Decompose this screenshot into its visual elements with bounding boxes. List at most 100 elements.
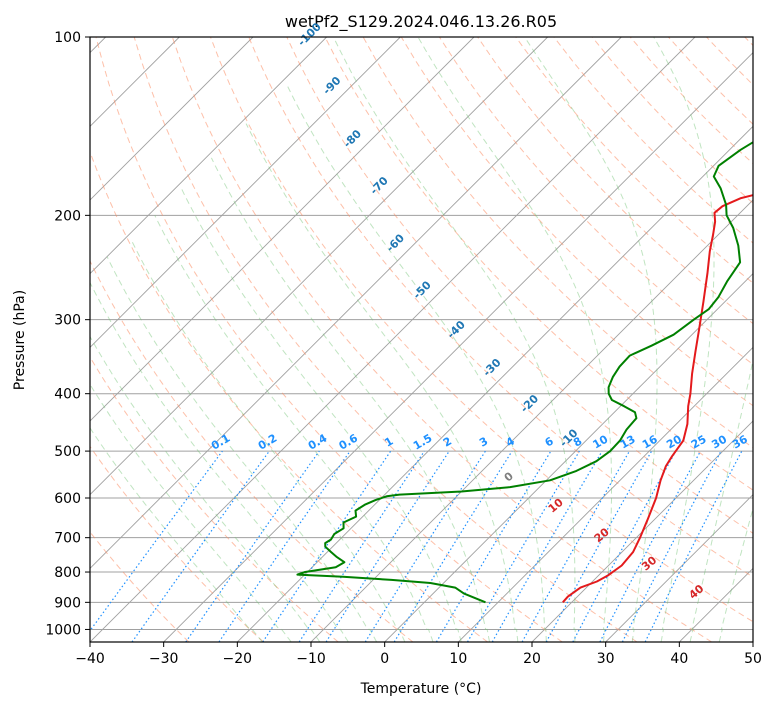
y-tick-label: 400 xyxy=(54,387,81,403)
dry-adiabat-label: -90 xyxy=(320,74,343,97)
y-tick-label: 800 xyxy=(54,565,81,581)
moist-adiabat-label: 40 xyxy=(686,582,706,602)
mixing-ratio-line xyxy=(435,450,552,642)
dry-adiabat-line xyxy=(95,37,563,642)
isotherm-line xyxy=(90,37,254,201)
moist-adiabat-line xyxy=(90,427,263,642)
x-tick-label: 20 xyxy=(523,651,541,667)
x-tick-label: 10 xyxy=(449,651,467,667)
x-tick-label: 30 xyxy=(597,651,615,667)
mixing-ratio-line xyxy=(393,450,513,642)
moist-adiabat-line xyxy=(106,256,378,642)
dry-adiabat-label: -50 xyxy=(411,278,434,301)
chart-title: wetPf2_S129.2024.046.13.26.R05 xyxy=(285,12,557,32)
mixing-ratio-line xyxy=(545,450,653,642)
dry-adiabat-line xyxy=(286,37,753,534)
x-tick-label: 40 xyxy=(670,651,688,667)
moist-adiabat-line xyxy=(130,239,406,642)
mixing-ratio-label: 20 xyxy=(664,432,684,451)
mixing-ratio-label: 30 xyxy=(709,432,729,451)
isotherm-line xyxy=(605,494,753,642)
mixing-ratio-label: 10 xyxy=(591,432,611,451)
isotherm-line xyxy=(90,37,401,348)
isotherm-line xyxy=(310,199,753,642)
x-axis-label: Temperature (°C) xyxy=(360,681,482,697)
y-tick-label: 700 xyxy=(54,531,81,547)
mixing-ratio-line xyxy=(90,450,223,632)
moist-adiabat-line xyxy=(90,281,349,642)
dry-adiabat-line xyxy=(248,37,753,578)
x-tick-label: −20 xyxy=(223,651,253,667)
x-tick-label: 50 xyxy=(744,651,762,667)
y-axis-label: Pressure (hPa) xyxy=(12,290,28,390)
mixing-ratio-label: 36 xyxy=(730,432,750,451)
moist-adiabat-line xyxy=(524,37,658,642)
isotherm-line xyxy=(90,37,622,569)
moist-adiabat-label: 0 xyxy=(502,469,516,484)
isotherm-line xyxy=(384,273,753,642)
mixing-ratio-label: 1 xyxy=(382,435,395,450)
isotherm-line xyxy=(679,567,753,642)
isotherm-line xyxy=(90,37,548,496)
axes: −40 −30 −20 −10 0 10 20 30 40 5010020030040050060… xyxy=(45,30,762,667)
isotherm-line xyxy=(90,37,696,642)
mixing-ratio-line xyxy=(262,450,392,642)
mixing-ratio-line xyxy=(644,450,743,642)
moist-adiabat-line xyxy=(245,123,519,642)
moist-adiabat-line xyxy=(689,358,753,642)
y-tick-label: 100 xyxy=(54,30,81,46)
dry-adiabat-label: -30 xyxy=(480,356,503,379)
dry-adiabat-line xyxy=(515,37,753,284)
x-tick-label: −10 xyxy=(296,651,326,667)
mixing-ratio-label: 0.1 xyxy=(209,432,232,453)
mixing-ratio-label: 0.4 xyxy=(306,431,330,452)
isotherm-line xyxy=(752,641,753,642)
dry-adiabat-label: -40 xyxy=(445,318,468,341)
moist-adiabat-label: 10 xyxy=(546,496,566,516)
dry-adiabat-line xyxy=(324,37,753,491)
dry-adiabat-line xyxy=(90,531,190,642)
dry-adiabat-line xyxy=(90,259,414,642)
sounding-series xyxy=(296,141,753,604)
mixing-ratio-line xyxy=(521,450,631,642)
moist-adiabat-line xyxy=(332,37,576,642)
line-labels: 0.1 0.2 0.4 0.6 1 1.5 2 3 4 6 8 10 13 16 20 25 30 36-100-… xyxy=(209,20,750,602)
dry-adiabat-line xyxy=(90,356,339,642)
moist-adiabat-line xyxy=(90,335,321,642)
temperature-line xyxy=(562,194,753,603)
mixing-ratio-line xyxy=(364,450,486,642)
y-tick-label: 200 xyxy=(54,208,81,224)
dry-adiabat-line xyxy=(668,37,753,125)
mixing-ratio-label: 13 xyxy=(618,433,638,452)
isotherm-line xyxy=(458,346,753,642)
mixing-ratio-label: 1.5 xyxy=(411,432,434,453)
moist-adiabat-line xyxy=(285,83,547,642)
plot-frame xyxy=(89,36,754,643)
moist-adiabat-line xyxy=(180,187,462,642)
dry-adiabat-line xyxy=(133,37,638,642)
mixing-ratio-label: 16 xyxy=(640,432,660,451)
moist-adiabat-line xyxy=(210,157,490,642)
mixing-ratio-line xyxy=(325,450,450,642)
mixing-ratio-line xyxy=(185,450,320,642)
dry-adiabat-line xyxy=(90,445,264,642)
isotherm-line xyxy=(90,37,327,275)
mixing-ratio-line xyxy=(572,450,677,642)
x-tick-label: 0 xyxy=(380,651,389,667)
isotherm-line xyxy=(90,37,475,422)
mixing-ratio-line xyxy=(218,450,351,642)
mixing-ratio-label: 6 xyxy=(543,434,556,449)
mixing-ratio-line xyxy=(298,450,425,642)
moist-adiabat-label: 30 xyxy=(639,553,659,573)
mixing-ratio-label: 3 xyxy=(477,435,490,450)
dry-adiabat-line xyxy=(171,37,712,642)
dry-adiabat-line xyxy=(477,37,753,325)
isotherm-line xyxy=(237,125,753,642)
dry-adiabat-label: -60 xyxy=(384,231,407,254)
dry-adiabat-line xyxy=(706,37,753,86)
x-tick-label: −40 xyxy=(75,651,105,667)
x-tick-label: −30 xyxy=(149,651,179,667)
dewpoint-line xyxy=(296,141,753,604)
plot-background-lines xyxy=(90,37,753,642)
